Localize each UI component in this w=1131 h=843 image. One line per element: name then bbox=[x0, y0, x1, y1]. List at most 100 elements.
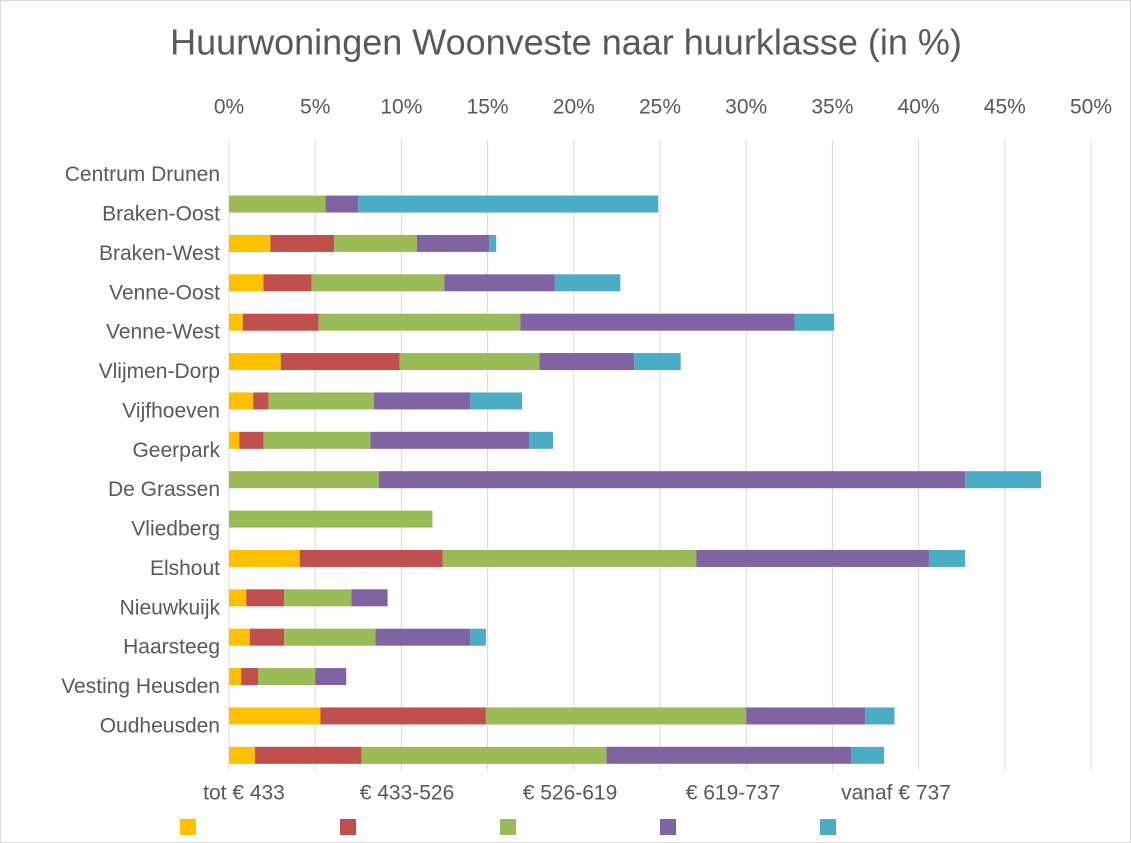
legend-swatch bbox=[500, 819, 516, 835]
legend-label: tot € 433 bbox=[203, 782, 285, 805]
bar-segment bbox=[634, 353, 681, 371]
bar-segment bbox=[315, 668, 347, 686]
bar-segment bbox=[539, 353, 635, 371]
bar-segment bbox=[399, 353, 540, 371]
bar-segment bbox=[229, 628, 250, 646]
legend-swatch bbox=[820, 819, 836, 835]
bar-segment bbox=[241, 668, 259, 686]
bar-segment bbox=[239, 431, 264, 449]
y-tick-label: Oudheusden bbox=[100, 714, 220, 737]
bar-segment bbox=[229, 668, 242, 686]
x-tick-label: 20% bbox=[553, 96, 595, 119]
bar-segment bbox=[444, 274, 555, 292]
bar-segment bbox=[334, 234, 417, 252]
x-tick-label: 15% bbox=[467, 96, 509, 119]
x-tick-label: 30% bbox=[725, 96, 767, 119]
y-tick-label: Vijfhoeven bbox=[122, 399, 220, 422]
bar-segment bbox=[270, 234, 335, 252]
bar-segment bbox=[229, 274, 264, 292]
bar-segment bbox=[253, 392, 269, 410]
bar-segment bbox=[928, 549, 966, 567]
bar-segment bbox=[442, 549, 697, 567]
legend-label: vanaf € 737 bbox=[841, 782, 951, 805]
bar-segment bbox=[485, 707, 747, 725]
y-tick-label: Braken-Oost bbox=[102, 203, 220, 226]
y-tick-label: Haarsteeg bbox=[123, 636, 220, 659]
bar-segment bbox=[284, 589, 352, 607]
bar-segment bbox=[528, 431, 554, 449]
y-tick-label: Centrum Drunen bbox=[65, 163, 220, 186]
bar-segment bbox=[520, 313, 795, 331]
bar-segment bbox=[229, 431, 240, 449]
bar-segment bbox=[378, 471, 966, 489]
bar-segment bbox=[263, 431, 371, 449]
bar-segment bbox=[361, 746, 607, 764]
x-tick-label: 35% bbox=[811, 96, 853, 119]
y-tick-label: Braken-West bbox=[99, 242, 220, 265]
bar-segment bbox=[358, 195, 659, 213]
bar-segment bbox=[229, 549, 300, 567]
bar-segment bbox=[320, 707, 486, 725]
bar-segment bbox=[280, 353, 400, 371]
bar-segment bbox=[470, 392, 523, 410]
bar-segment bbox=[865, 707, 895, 725]
bar-segment bbox=[489, 234, 497, 252]
bar-segment bbox=[746, 707, 866, 725]
y-tick-label: Nieuwkuijk bbox=[120, 596, 221, 619]
bar-segment bbox=[229, 195, 326, 213]
bar-segment bbox=[965, 471, 1042, 489]
bar-segment bbox=[318, 313, 521, 331]
bar-segment bbox=[254, 746, 362, 764]
x-tick-label: 45% bbox=[984, 96, 1026, 119]
bar-segment bbox=[229, 313, 243, 331]
bar-segment bbox=[375, 628, 471, 646]
bar-segment bbox=[606, 746, 852, 764]
bar-segment bbox=[229, 510, 433, 528]
x-tick-label: 0% bbox=[214, 96, 244, 119]
bar-segment bbox=[229, 589, 247, 607]
legend-label: € 619-737 bbox=[686, 782, 781, 805]
bar-segment bbox=[258, 668, 316, 686]
bar-segment bbox=[246, 589, 285, 607]
bar-segment bbox=[311, 274, 445, 292]
bar-segment bbox=[242, 313, 319, 331]
legend-label: € 526-619 bbox=[523, 782, 618, 805]
y-tick-label: Geerpark bbox=[132, 439, 220, 462]
legend-swatch bbox=[180, 819, 196, 835]
bar-segment bbox=[229, 392, 254, 410]
y-tick-label: Vlijmen-Dorp bbox=[99, 360, 220, 383]
legend-label: € 433-526 bbox=[360, 782, 455, 805]
bar-segment bbox=[370, 431, 529, 449]
bar-segment bbox=[229, 471, 379, 489]
bar-segment bbox=[268, 392, 374, 410]
bar-segment bbox=[554, 274, 621, 292]
bar-segment bbox=[696, 549, 929, 567]
bar-segment bbox=[325, 195, 359, 213]
x-tick-label: 25% bbox=[639, 96, 681, 119]
bar-segment bbox=[373, 392, 471, 410]
bar-segment bbox=[229, 234, 271, 252]
bar-segment bbox=[229, 746, 255, 764]
x-tick-label: 5% bbox=[300, 96, 330, 119]
x-tick-label: 10% bbox=[380, 96, 422, 119]
y-tick-label: Venne-West bbox=[106, 321, 220, 344]
bar-segment bbox=[851, 746, 885, 764]
bar-segment bbox=[284, 628, 376, 646]
bar-segment bbox=[351, 589, 388, 607]
bar-segment bbox=[249, 628, 285, 646]
legend-swatch bbox=[340, 819, 356, 835]
bar-segment bbox=[470, 628, 486, 646]
x-tick-label: 40% bbox=[898, 96, 940, 119]
bar-segment bbox=[416, 234, 490, 252]
bar-segment bbox=[263, 274, 312, 292]
bar-segment bbox=[229, 707, 321, 725]
y-tick-label: Vliedberg bbox=[131, 518, 220, 541]
y-tick-label: Elshout bbox=[150, 557, 220, 580]
bar-segment bbox=[299, 549, 443, 567]
y-tick-label: Vesting Heusden bbox=[61, 675, 220, 698]
legend-swatch bbox=[660, 819, 676, 835]
chart-title: Huurwoningen Woonveste naar huurklasse (… bbox=[170, 22, 962, 63]
bar-segment bbox=[794, 313, 835, 331]
